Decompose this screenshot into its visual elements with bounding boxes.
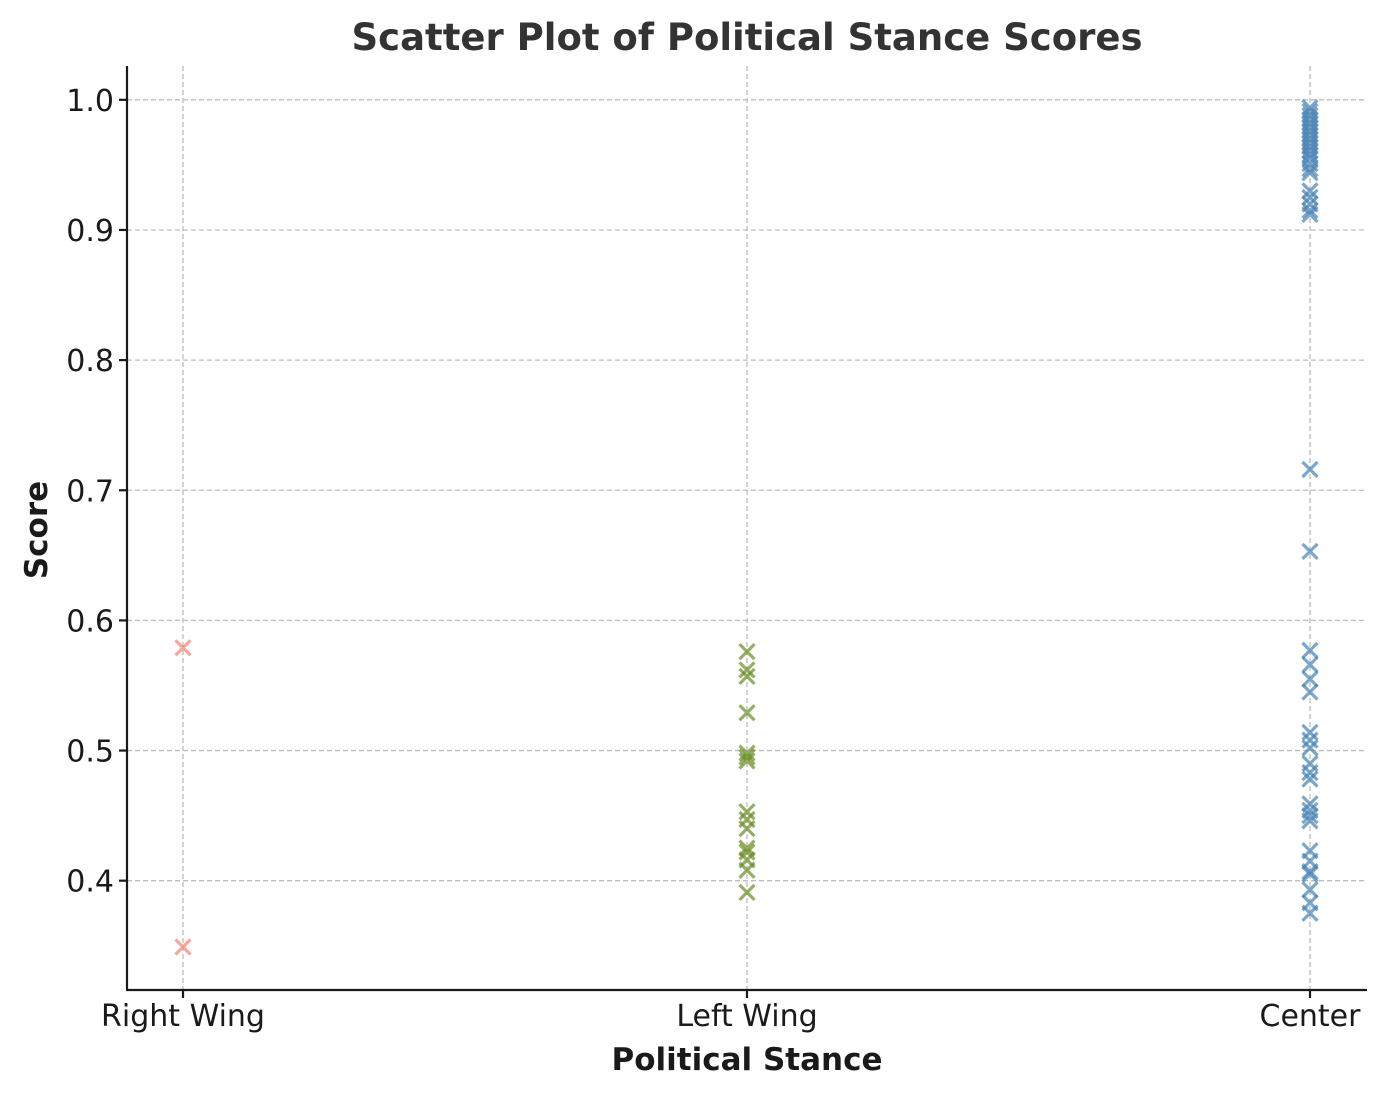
y-tick-label: 0.4 xyxy=(66,865,114,900)
scatter-point xyxy=(174,938,192,956)
scatter-point xyxy=(1301,806,1319,825)
scatter-point xyxy=(1301,201,1319,220)
scatter-point xyxy=(1301,188,1319,207)
y-tick-label: 1.0 xyxy=(66,84,114,119)
scatter-point xyxy=(1301,862,1319,881)
x-tick-label: Right Wing xyxy=(101,999,265,1034)
y-axis-label: Score xyxy=(19,481,55,579)
scatter-point xyxy=(1301,764,1319,782)
scatter-point xyxy=(738,667,756,685)
scatter-point xyxy=(1301,904,1319,922)
scatter-point xyxy=(738,819,756,838)
scatter-point xyxy=(1301,542,1319,561)
scatter-point xyxy=(1301,641,1319,659)
y-tick-label: 0.5 xyxy=(66,735,114,770)
scatter-point xyxy=(738,883,756,902)
x-axis-label: Political Stance xyxy=(612,1042,883,1078)
scatter-point xyxy=(1301,739,1319,757)
scatter-point xyxy=(738,704,756,722)
scatter-point xyxy=(1301,683,1319,701)
scatter-point xyxy=(738,748,756,766)
scatter-point xyxy=(738,752,756,770)
scatter-point xyxy=(738,661,756,679)
scatter-point xyxy=(738,861,756,879)
scatter-point xyxy=(1301,770,1319,788)
scatter-point xyxy=(1301,205,1319,223)
scatter-point xyxy=(1301,160,1319,178)
scatter-point xyxy=(1301,460,1319,479)
scatter-point xyxy=(1301,164,1319,182)
scatter-point xyxy=(738,643,756,661)
scatter-point xyxy=(1301,670,1319,688)
scatter-point xyxy=(1301,812,1319,830)
y-tick-label: 0.8 xyxy=(66,344,114,379)
scatter-point xyxy=(1301,656,1319,674)
grid xyxy=(127,66,1367,990)
axis-ticks: Right Wing Left Wing Center 0.4 0.5 0.6 0.7 0.8… xyxy=(66,84,1361,1034)
y-tick-label: 0.7 xyxy=(66,474,114,509)
scatter-point xyxy=(1301,865,1319,883)
x-tick-label: Center xyxy=(1260,999,1362,1034)
y-tick-label: 0.6 xyxy=(66,604,114,639)
data-points xyxy=(174,99,1319,956)
scatter-point xyxy=(1301,182,1319,200)
x-tick-label: Left Wing xyxy=(676,999,817,1034)
scatter-point xyxy=(1301,723,1319,741)
scatter-point xyxy=(1301,881,1319,899)
y-tick-label: 0.9 xyxy=(66,214,114,249)
scatter-point xyxy=(174,639,192,657)
chart-title: Scatter Plot of Political Stance Scores xyxy=(352,16,1143,59)
